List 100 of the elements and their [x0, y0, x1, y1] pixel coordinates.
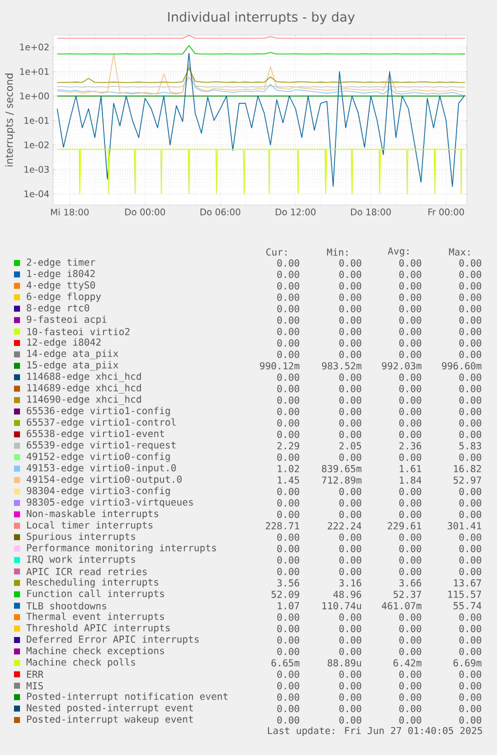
text: 0.00: [339, 670, 362, 678]
text: 1.02: [278, 465, 299, 472]
legend-label: 65538-edge virtio1-event: [26, 430, 164, 440]
legend-label: 14-edge ata_piix: [27, 350, 118, 360]
legend-label: 114688-edge xhci_hcd: [27, 372, 141, 382]
text: 0.00: [399, 556, 422, 564]
legend-label: 65537-edge virtio1-control: [26, 418, 176, 428]
text: 0.00: [277, 636, 300, 644]
text: 0.00: [339, 350, 362, 358]
legend-label: 114689-edge xhci_hcd: [27, 384, 141, 394]
text: 2.05: [339, 442, 362, 450]
text: 0.00: [459, 510, 482, 518]
text: 0.00: [399, 339, 422, 347]
text: 6.69m: [454, 659, 482, 667]
legend-label: 49153-edge virtio0-input.0: [26, 464, 176, 474]
legend-label: 9-fasteoi acpi: [26, 315, 106, 325]
text: 0.00: [459, 568, 482, 576]
text: 0.00: [277, 614, 300, 621]
text: 0.00: [399, 614, 422, 621]
text: 0.00: [459, 544, 482, 552]
text: 0.00: [277, 670, 300, 678]
text: 0.00: [399, 259, 422, 267]
text: 1.07: [278, 602, 300, 610]
text: 0.00: [339, 704, 362, 712]
text: 0.00: [277, 339, 300, 347]
text: 0.00: [339, 305, 362, 312]
line-series: [56, 53, 466, 94]
text: 0.00: [339, 556, 362, 564]
text: 0.00: [399, 544, 422, 552]
text: 0.00: [459, 636, 482, 644]
text: 461.07m: [382, 602, 422, 610]
text: 48.96: [333, 590, 362, 598]
text: 0.00: [399, 624, 422, 632]
legend-label: 2-edge timer: [26, 258, 96, 268]
text: 0.00: [399, 534, 422, 541]
line-series: [56, 66, 466, 96]
x-tick-label: Do 06:00: [200, 208, 240, 216]
text: 0.00: [277, 682, 300, 690]
legend-label: 114690-edge xhci_hcd: [27, 395, 141, 405]
text: 16.82: [454, 465, 481, 472]
text: 0.00: [459, 534, 482, 541]
text: 0.00: [277, 396, 300, 404]
text: 0.00: [339, 270, 362, 278]
text: 0.00: [277, 385, 300, 392]
text: 0.00: [277, 624, 300, 632]
text: 0.00: [277, 270, 300, 278]
text: 0.00: [459, 694, 482, 701]
text: 1.61: [400, 465, 422, 472]
text: 983.52m: [322, 362, 362, 370]
line-series: [56, 68, 466, 84]
text: 0.00: [339, 454, 362, 461]
text: Cur:: [266, 248, 286, 256]
legend-label: 6-edge floppy: [26, 292, 101, 302]
y-tick-label: 1e-04: [24, 190, 49, 198]
text: 0.00: [277, 499, 300, 507]
text: 0.00: [277, 316, 300, 324]
text: 0.00: [459, 419, 482, 427]
legend-label: IRQ work interrupts: [27, 555, 136, 565]
text: 0.00: [339, 385, 362, 392]
text: 0.00: [339, 408, 362, 416]
text: 0.00: [339, 488, 362, 496]
text: 2.29: [277, 442, 300, 450]
chart-title: Individual interrupts - by day: [168, 12, 355, 24]
text: 0.00: [339, 499, 362, 507]
text: 0.00: [339, 648, 362, 656]
text: 0.00: [277, 648, 300, 656]
text: 0.00: [339, 396, 362, 404]
x-tick-label: Fr 00:00: [428, 208, 464, 216]
text: 0.00: [339, 339, 362, 347]
legend-label: Rescheduling interrupts: [26, 578, 158, 588]
text: 0.00: [339, 374, 362, 381]
text: 0.00: [339, 282, 362, 290]
text: 0.00: [459, 704, 482, 712]
text: 0.00: [459, 316, 482, 324]
y-tick-label: 1e-02: [24, 141, 49, 148]
text: 0.00: [339, 694, 362, 701]
text: 0.00: [399, 510, 422, 518]
text: 0.00: [339, 259, 362, 267]
text: 0.00: [399, 704, 422, 712]
text: 0.00: [277, 408, 300, 416]
text: 0.00: [399, 374, 422, 381]
text: 0.00: [399, 282, 422, 290]
legend-label: 15-edge ata_piix: [27, 361, 118, 371]
legend-label: Spurious interrupts: [26, 532, 136, 542]
text: 115.57: [448, 590, 482, 598]
text: 0.00: [339, 568, 362, 576]
legend-label: 49154-edge virtio0-output.0: [26, 475, 182, 485]
text: 0.00: [339, 716, 362, 724]
text: 0.00: [277, 556, 300, 564]
text: 0.00: [339, 544, 362, 552]
text: 0.00: [277, 534, 300, 541]
text: 0.00: [459, 454, 482, 461]
text: 0.00: [459, 556, 482, 564]
text: 0.00: [459, 350, 482, 358]
text: 0.00: [399, 294, 422, 301]
text: 1.45: [278, 476, 300, 484]
text: 0.00: [339, 614, 362, 621]
legend-label: Local timer interrupts: [27, 521, 152, 530]
text: 0.00: [399, 328, 422, 336]
text: 0.00: [459, 259, 482, 267]
